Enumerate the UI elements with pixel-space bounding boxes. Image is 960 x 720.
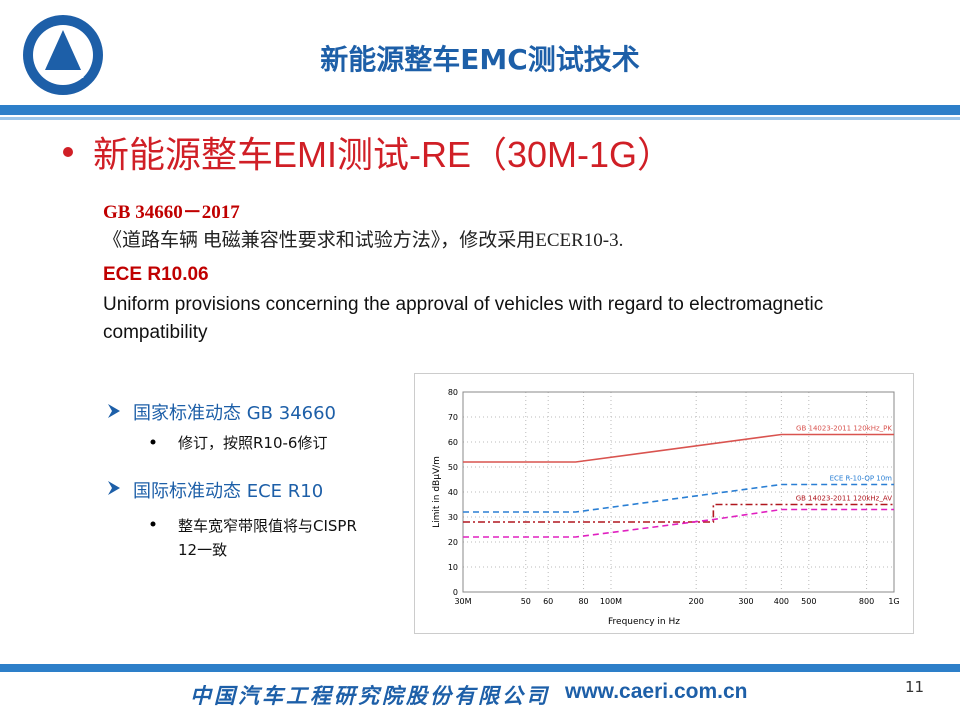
x-axis-label: Frequency in Hz [608, 617, 680, 627]
block-title: GB 34660－2017 [103, 202, 240, 223]
chart: Frequency in Hz Limit in dBµV/m 0 10 20 30 4… [414, 373, 914, 634]
series-label: ECE R-10-QP 10m [830, 475, 893, 483]
block-text: 《道路车辆 电磁兼容性要求和试验方法》，修改采用ECER10-3. [103, 230, 624, 251]
page-number: 11 [905, 678, 925, 696]
bullet [150, 439, 156, 445]
heading: 新能源整车EMI测试-RE（30M-1G） [93, 134, 674, 175]
series-label: GB 14023-2011 120kHz_PK [796, 425, 892, 433]
x-tick-label: 60 [543, 597, 553, 606]
logo-text: C A E R I [42, 71, 85, 81]
slide-title: 新能源整车EMC测试技术 [320, 43, 640, 76]
block-text: Uniform provisions concerning the approv… [103, 294, 824, 343]
bullet [150, 521, 156, 527]
logo-mark [45, 30, 81, 70]
list-sub: 整车宽窄带限值将与CISPR 12一致 [178, 517, 357, 559]
header-band-thin [0, 117, 960, 120]
y-axis-label: Limit in dBµV/m [432, 456, 442, 528]
header-band [0, 105, 960, 115]
y-tick-label: 10 [448, 563, 458, 572]
x-tick-label: 50 [521, 597, 531, 606]
arrow-bullet [108, 404, 120, 418]
x-tick-label: 30M [454, 597, 471, 606]
x-tick-label: 200 [689, 597, 704, 606]
y-tick-label: 20 [448, 538, 458, 547]
y-tick-label: 80 [448, 388, 458, 397]
line [463, 433, 894, 463]
x-tick-label: 400 [774, 597, 789, 606]
footer-url: www.caeri.com.cn [565, 680, 748, 703]
block-title: ECE R10.06 [103, 264, 209, 285]
footer-company: 中国汽车工程研究院股份有限公司 [190, 684, 550, 708]
y-tick-label: 40 [448, 488, 458, 497]
y-tick-label: 30 [448, 513, 458, 522]
list-sub: 修订，按照R10-6修订 [178, 434, 328, 452]
arrow-bullet [108, 481, 120, 495]
y-tick-label: 60 [448, 438, 458, 447]
line [463, 508, 894, 538]
bullet [63, 147, 73, 157]
y-tick-label: 70 [448, 413, 458, 422]
x-tick-label: 500 [801, 597, 816, 606]
x-tick-label: 1G [888, 597, 899, 606]
footer-band [0, 664, 960, 672]
y-tick-label: 50 [448, 463, 458, 472]
list-item: 国家标准动态 GB 34660 [133, 403, 337, 424]
plot-frame [462, 391, 895, 593]
line [463, 503, 894, 523]
x-tick-label: 80 [578, 597, 588, 606]
y-tick-label: 0 [453, 588, 458, 597]
x-tick-label: 100M [600, 597, 622, 606]
list-item: 国际标准动态 ECE R10 [133, 481, 324, 502]
x-tick-label: 300 [738, 597, 753, 606]
series-label: GB 14023-2011 120kHz_AV [796, 495, 892, 503]
x-tick-label: 800 [859, 597, 874, 606]
